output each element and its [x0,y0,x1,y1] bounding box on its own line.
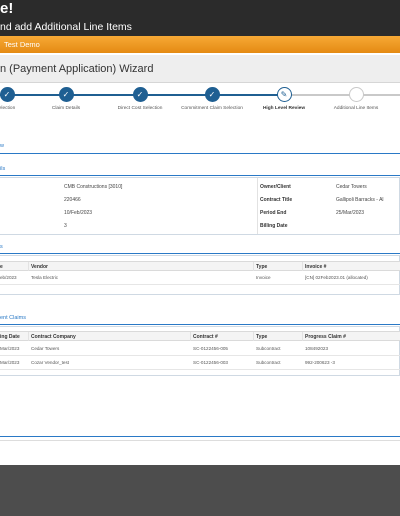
check-icon: ✓ [58,87,74,102]
detail-value: Gallipoli Barracks - Al [336,197,384,203]
details-section-header: ils [0,163,400,176]
table-cell: Cozar Vendor_test [31,360,70,365]
commitment-claims-section-title: ent Claims [0,315,26,321]
column-divider [190,332,191,341]
step-high-level-review[interactable]: ✎ High Level Review [249,87,319,113]
table-cell: Subcontract [256,360,281,365]
details-section-title: ils [0,166,6,172]
table-cell: Invoice [256,275,271,280]
column-divider [28,332,29,341]
detail-value: 220466 [64,197,81,203]
detail-value: 25/Mar/2023 [336,210,365,216]
direct-costs-section-title: s [0,244,3,250]
detail-label: Billing Date [260,223,288,229]
table-cell: 108492023 [305,346,328,351]
column-header[interactable]: Type [256,264,268,270]
step-label: High Level Review [262,106,306,111]
wizard-footer [0,440,400,465]
table-cell: eb/2023 [0,275,17,280]
column-divider [302,332,303,341]
column-divider [302,262,303,271]
column-divider [28,262,29,271]
org-label: Test Demo [4,40,40,49]
row-divider [0,369,400,370]
commitment-claims-table: ing Date Contract Company Contract # Typ… [0,326,400,376]
progress-todo-segment [284,94,400,96]
step-label: Additional Line Items [333,106,379,111]
column-divider [253,262,254,271]
details-box: CMB Constructions [3010] 220466 10/Feb/2… [0,177,400,235]
wizard-panel: n (Payment Application) Wizard ✓ electio… [0,53,400,465]
table-cell: Tesla Electric [31,275,59,280]
column-header[interactable]: e [0,264,3,270]
review-section-header: w [0,140,400,154]
direct-costs-section-header: s [0,241,400,254]
column-header[interactable]: Vendor [31,264,48,270]
direct-costs-table: e Vendor Type Invoice # eb/2023 Tesla El… [0,255,400,295]
table-cell: Mar/2023 [0,360,20,365]
column-divider [257,178,258,234]
detail-value: 3 [64,223,67,229]
check-icon: ✓ [204,87,220,102]
detail-value: 10/Feb/2023 [64,210,93,216]
table-cell: [CN] 02Feb2023.01 (allocated) [305,275,368,280]
check-icon: ✓ [132,87,148,102]
step-label: Claim Details [51,106,81,111]
step-direct-cost-selection[interactable]: ✓ Direct Cost Selection [105,87,175,113]
column-header[interactable]: Invoice # [305,264,327,270]
step-empty-icon [348,87,364,102]
step-additional-line-items[interactable]: Additional Line Items [321,87,391,113]
check-icon: ✓ [0,87,15,102]
page-bottom-area [0,465,400,516]
column-header[interactable]: Contract Company [31,334,76,340]
review-section-title: w [0,143,4,149]
detail-label: Contract Title [260,197,293,203]
column-header[interactable]: Progress Claim # [305,334,346,340]
table-cell: SC-0122456-003 [193,360,228,365]
table-cell: Cedar Towers [31,346,60,351]
page-title: e! [0,0,14,17]
step-label: Commitment Claim Selection [181,106,243,111]
column-header[interactable]: Contract # [193,334,218,340]
org-bar: Test Demo [0,36,400,53]
table-header: ing Date Contract Company Contract # Typ… [0,331,400,341]
detail-value: Cedar Towers [336,184,367,190]
row-divider [0,355,400,356]
step-commitment-claim-selection[interactable]: ✓ Commitment Claim Selection [177,87,247,113]
column-header[interactable]: Type [256,334,268,340]
table-header: e Vendor Type Invoice # [0,261,400,271]
page-subtitle: nd add Additional Line Items [0,21,132,33]
wizard-header: n (Payment Application) Wizard [0,55,400,83]
table-cell: 992-200623 -3 [305,360,335,365]
row-divider [0,284,400,285]
step-selection[interactable]: ✓ election [0,87,42,113]
step-claim-details[interactable]: ✓ Claim Details [31,87,101,113]
wizard-title: n (Payment Application) Wizard [0,63,154,75]
step-label: election [0,106,16,111]
app-header: e! nd add Additional Line Items [0,0,400,36]
table-cell: Subcontract [256,346,281,351]
pencil-icon: ✎ [276,87,292,102]
detail-label: Owner/Client [260,184,291,190]
detail-value: CMB Constructions [3010] [64,184,123,190]
table-cell: SC-0122456-005 [193,346,228,351]
table-cell: Mar/2023 [0,346,20,351]
column-header[interactable]: ing Date [0,334,20,340]
detail-label: Period End [260,210,287,216]
section-divider [0,436,400,437]
column-divider [253,332,254,341]
commitment-claims-section-header: ent Claims [0,312,400,325]
step-label: Direct Cost Selection [117,106,163,111]
